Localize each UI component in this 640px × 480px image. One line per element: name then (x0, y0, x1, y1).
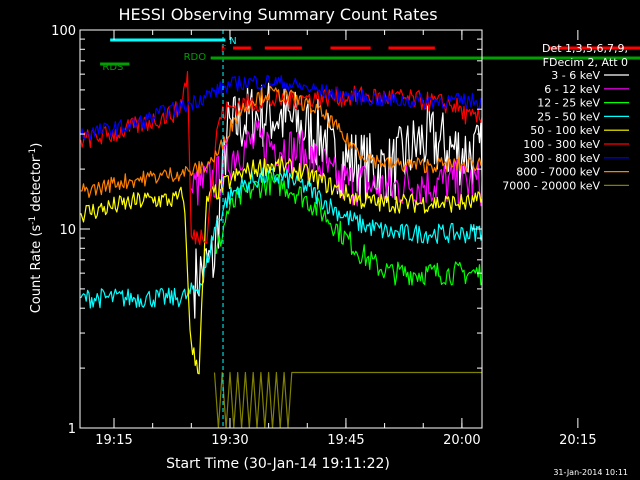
y-tick-label: 100 (51, 24, 76, 39)
series-2 (215, 172, 482, 286)
series-line-0 (193, 82, 482, 319)
flag-label-F: F (221, 44, 227, 55)
series-7 (80, 85, 482, 198)
series-line-4 (80, 156, 482, 375)
series-line-1 (190, 120, 482, 207)
x-axis-label: Start Time (30-Jan-14 19:11:22) (166, 456, 390, 472)
legend: Det 1,3,5,6,7,9,FDecim 2, Att 03 - 6 keV… (502, 42, 629, 192)
status-flags: NF RDO RDS (100, 36, 640, 73)
series-line-2 (215, 172, 482, 286)
series-line-3 (80, 166, 482, 309)
y-axis-label-exp1: -1 (28, 216, 38, 225)
series-0 (193, 82, 482, 319)
vertical-markers (222, 30, 224, 428)
flag-label-N: N (229, 36, 236, 47)
legend-label-1: 6 - 12 keV (544, 83, 600, 96)
y-axis-label-mid: detector (29, 156, 44, 216)
series-4 (80, 156, 482, 375)
chart-title: HESSI Observing Summary Count Rates (118, 5, 437, 24)
legend-label-7: 800 - 7000 keV (516, 166, 600, 179)
x-tick-label: 20:15 (559, 433, 596, 448)
x-tick-label: 19:45 (327, 433, 364, 448)
axes: 11010019:1519:3019:4520:0020:1520:3020:4… (51, 24, 596, 448)
series-line-5 (80, 71, 482, 246)
legend-header-1: FDecim 2, Att 0 (543, 56, 628, 69)
flag-label-RDO: RDO (184, 52, 207, 63)
series-6 (80, 74, 482, 141)
series-layer (80, 71, 482, 428)
series-line-6 (80, 74, 482, 141)
plot-timestamp: 31-Jan-2014 10:11 (553, 468, 628, 477)
legend-label-5: 100 - 300 keV (523, 138, 600, 151)
y-axis-label: Count Rate (s-1 detector-1) (28, 143, 44, 314)
legend-label-0: 3 - 6 keV (551, 69, 600, 82)
y-axis-label-end: ) (29, 143, 44, 148)
flag-label-RDS: RDS (102, 62, 123, 73)
y-tick-label: 1 (68, 422, 76, 437)
legend-label-8: 7000 - 20000 keV (502, 179, 600, 192)
y-axis-label-main: Count Rate (s (29, 225, 44, 314)
x-tick-label: 20:00 (443, 433, 480, 448)
series-line-8 (213, 371, 482, 428)
legend-label-4: 50 - 100 keV (530, 124, 600, 137)
x-tick-label: 19:30 (211, 433, 248, 448)
legend-header-0: Det 1,3,5,6,7,9, (542, 42, 628, 55)
series-3 (80, 166, 482, 309)
series-5 (80, 71, 482, 246)
x-tick-label: 19:15 (95, 433, 132, 448)
series-1 (190, 120, 482, 207)
series-line-7 (80, 85, 482, 198)
legend-label-3: 25 - 50 keV (537, 110, 600, 123)
series-8 (213, 371, 482, 428)
y-axis-label-exp2: -1 (28, 148, 38, 157)
legend-label-6: 300 - 800 keV (523, 152, 600, 165)
legend-label-2: 12 - 25 keV (537, 97, 600, 110)
y-tick-label: 10 (59, 223, 76, 238)
